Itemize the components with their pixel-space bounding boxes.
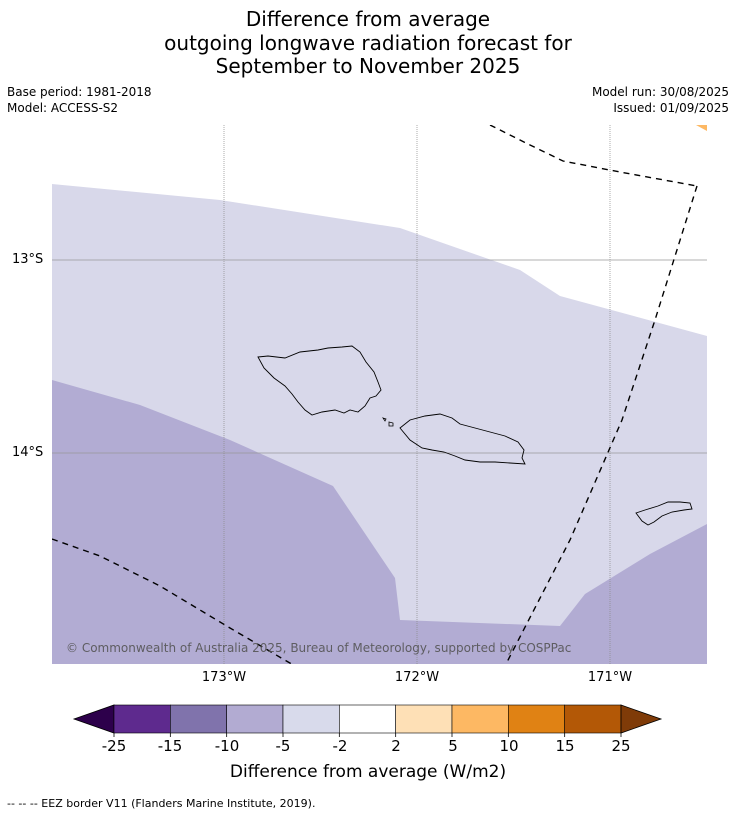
savaii-island-outline bbox=[257, 345, 382, 416]
colorbar-title: Difference from average (W/m2) bbox=[229, 762, 507, 782]
colorbar bbox=[72, 704, 663, 737]
anomaly-region-dark-southwest bbox=[52, 380, 707, 664]
colorbar-segment bbox=[282, 704, 340, 734]
colorbar-segment bbox=[170, 704, 227, 734]
colorbar-segment bbox=[451, 704, 509, 734]
apolima-manono-outline bbox=[382, 417, 394, 427]
issued-date: Issued: 01/09/2025 bbox=[613, 101, 729, 115]
eez-border-east bbox=[505, 185, 698, 664]
title-line-1: Difference from average bbox=[245, 7, 491, 31]
colorbar-tick-label: -15 bbox=[157, 737, 183, 755]
anomaly-region-positive bbox=[696, 125, 707, 131]
base-period: Base period: 1981-2018 bbox=[7, 85, 152, 99]
colorbar-tick-label: -25 bbox=[101, 737, 127, 755]
colorbar-tick-label: 25 bbox=[611, 737, 631, 755]
lon-label-171w: 171°W bbox=[587, 670, 633, 685]
title-line-2: outgoing longwave radiation forecast for bbox=[164, 31, 572, 55]
colorbar-tick-label: -10 bbox=[214, 737, 240, 755]
meta-left: Base period: 1981-2018 Model: ACCESS-S2 bbox=[7, 84, 152, 116]
model-run: Model run: 30/08/2025 bbox=[591, 85, 729, 99]
colorbar-tick-label: 15 bbox=[555, 737, 575, 755]
eez-border-southwest bbox=[52, 538, 293, 664]
colorbar-tick-label: 5 bbox=[448, 737, 458, 755]
colorbar-tick-marks bbox=[113, 733, 622, 737]
eez-border-north bbox=[489, 125, 698, 187]
upolu-island-outline bbox=[399, 413, 526, 465]
lat-label-13s: 13°S bbox=[12, 252, 44, 267]
colorbar-tick-label: -2 bbox=[332, 737, 348, 755]
colorbar-segments bbox=[113, 704, 622, 734]
colorbar-segment bbox=[113, 704, 171, 734]
colorbar-segment bbox=[395, 704, 453, 734]
eez-footnote: -- -- -- EEZ border V11 (Flanders Marine… bbox=[7, 797, 316, 810]
colorbar-under-arrow bbox=[72, 704, 115, 734]
copyright-notice: © Commonwealth of Australia 2025, Bureau… bbox=[66, 641, 572, 655]
title-line-3: September to November 2025 bbox=[215, 54, 521, 78]
colorbar-segment bbox=[508, 704, 565, 734]
colorbar-segment bbox=[226, 704, 284, 734]
model-name: Model: ACCESS-S2 bbox=[7, 101, 119, 115]
colorbar-segment bbox=[339, 704, 396, 734]
colorbar-over-arrow bbox=[620, 704, 663, 734]
lon-label-172w: 172°W bbox=[394, 670, 440, 685]
meta-right: Model run: 30/08/2025 Issued: 01/09/2025 bbox=[592, 84, 729, 116]
tutuila-island-outline bbox=[635, 501, 693, 526]
colorbar-tick-label: 10 bbox=[499, 737, 519, 755]
lat-label-14s: 14°S bbox=[12, 445, 44, 460]
lon-label-173w: 173°W bbox=[201, 670, 247, 685]
colorbar-segment bbox=[564, 704, 622, 734]
map-panel bbox=[52, 125, 707, 664]
colorbar-tick-label: -5 bbox=[275, 737, 291, 755]
colorbar-tick-label: 2 bbox=[391, 737, 401, 755]
